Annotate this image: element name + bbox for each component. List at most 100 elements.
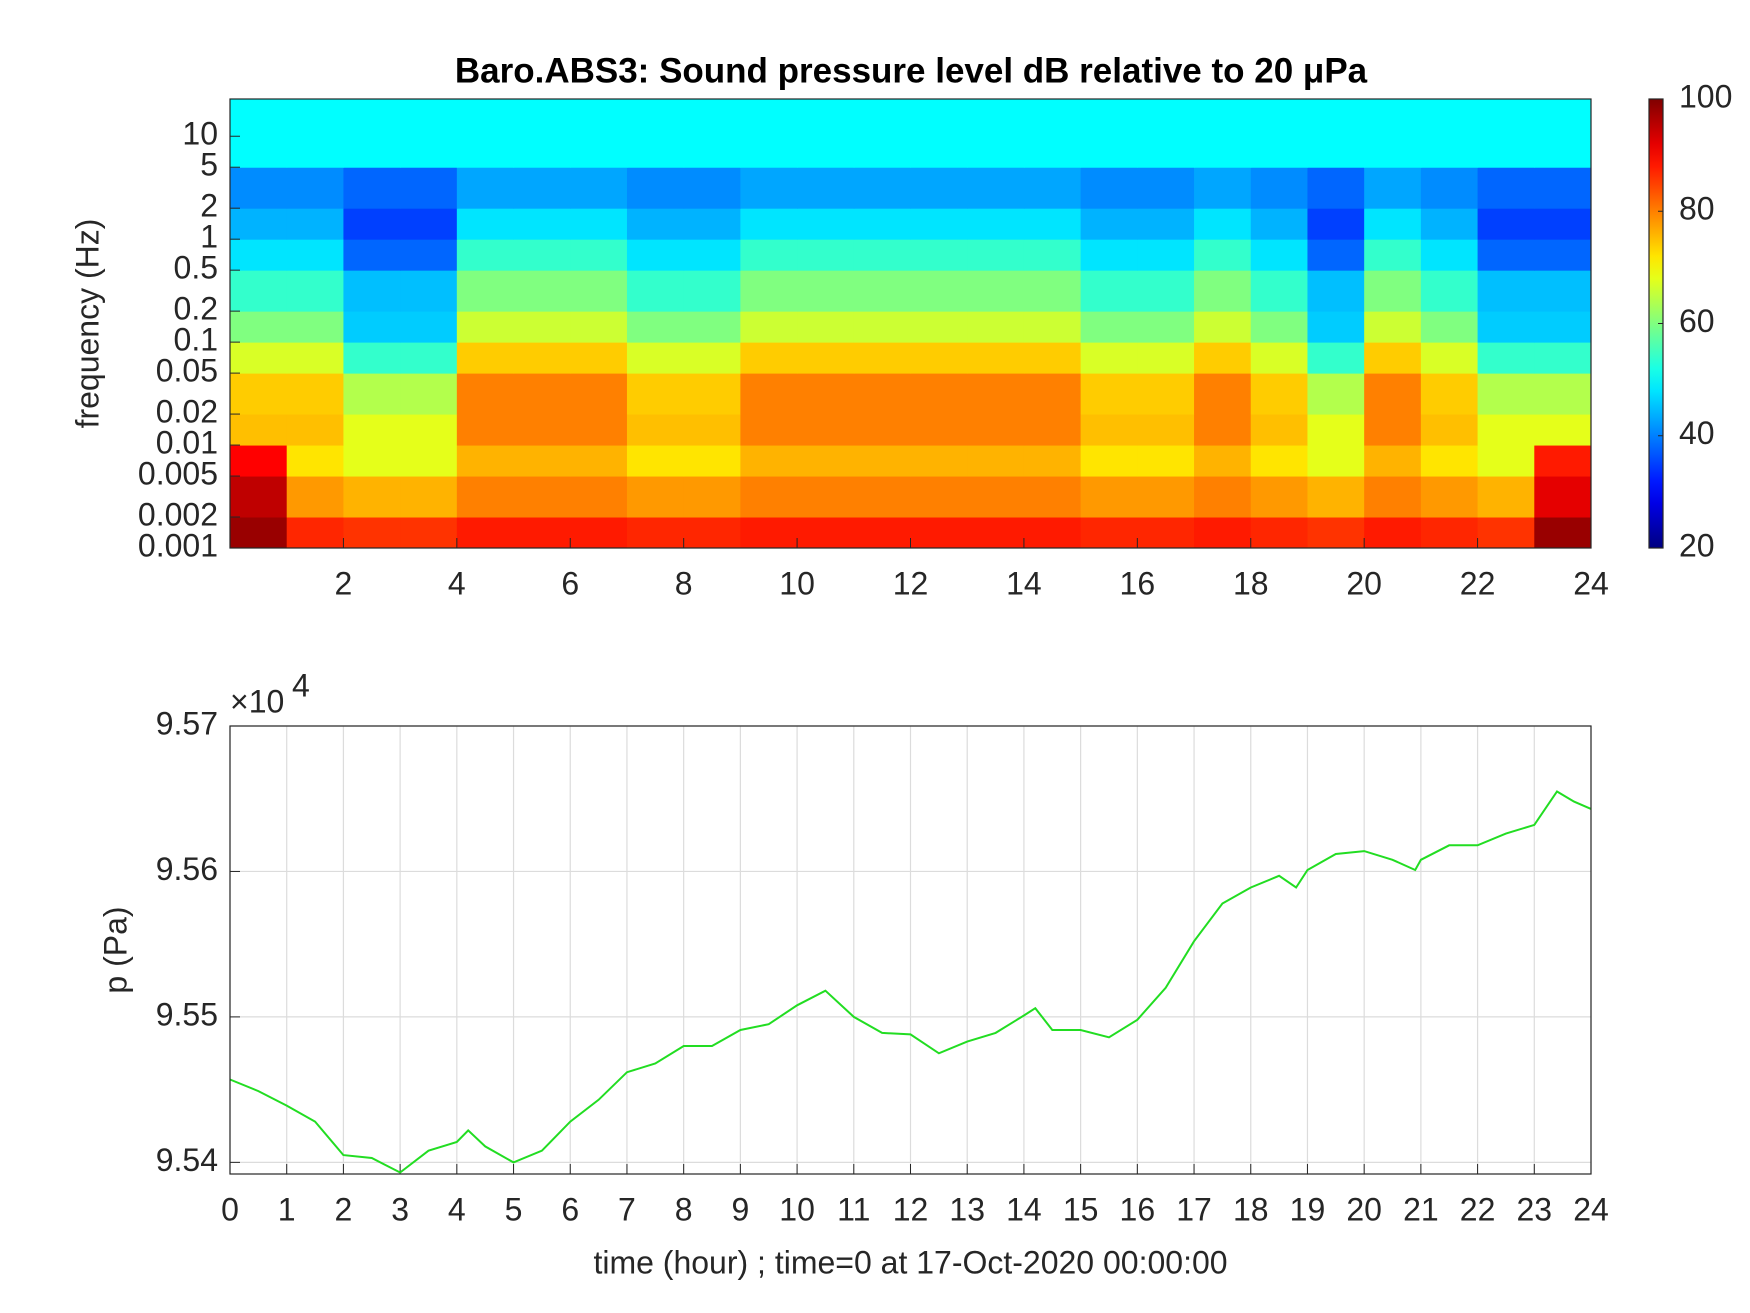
y-axis-label: frequency (Hz)	[69, 219, 105, 429]
heat-cell	[910, 445, 968, 477]
heat-cell	[1364, 167, 1422, 209]
heat-cell	[1137, 517, 1195, 549]
heat-cell	[400, 99, 458, 168]
x-tick-label: 5	[505, 1191, 523, 1227]
heat-cell	[797, 208, 855, 240]
heat-cell	[797, 414, 855, 446]
heat-cell	[286, 476, 344, 518]
y-tick-label: 2	[200, 188, 218, 224]
heat-cell	[910, 476, 968, 518]
heat-cell	[1194, 208, 1252, 240]
heat-cell	[740, 311, 798, 343]
heat-cell	[1023, 373, 1082, 415]
y-tick-label: 0.005	[138, 456, 218, 492]
x-tick-label: 21	[1403, 1191, 1439, 1227]
heat-cell	[853, 476, 911, 518]
heat-cell	[967, 517, 1025, 549]
heat-cell	[1420, 208, 1479, 240]
heat-cell	[1250, 373, 1308, 415]
heat-cell	[1250, 342, 1308, 374]
heat-cell	[1420, 270, 1479, 312]
heat-cell	[1477, 239, 1535, 271]
heat-cell	[740, 342, 798, 374]
heat-cell	[1307, 239, 1365, 271]
heat-cell	[740, 414, 798, 446]
heat-cell	[1023, 239, 1082, 271]
heat-cell	[1194, 167, 1252, 209]
heat-cell	[286, 167, 344, 209]
heat-cell	[1420, 167, 1479, 209]
heat-cell	[513, 311, 571, 343]
heat-cell	[853, 239, 911, 271]
heat-cell	[230, 445, 288, 477]
heat-cell	[967, 99, 1025, 168]
heat-cell	[400, 517, 458, 549]
y-tick-label: 0.002	[138, 496, 218, 532]
heat-cell	[1534, 311, 1592, 343]
heat-cell	[1137, 373, 1195, 415]
heat-cell	[286, 517, 344, 549]
x-tick-label: 18	[1233, 565, 1269, 601]
x-tick-label: 15	[1063, 1191, 1099, 1227]
heat-cell	[513, 342, 571, 374]
y-tick-label: 0.5	[174, 250, 218, 286]
heat-cell	[1080, 270, 1138, 312]
heat-cell	[1023, 167, 1082, 209]
heat-cell	[683, 239, 741, 271]
heat-cell	[683, 99, 741, 168]
heat-cell	[1194, 311, 1252, 343]
x-tick-label: 17	[1176, 1191, 1212, 1227]
heat-cell	[456, 208, 515, 240]
heat-cell	[400, 270, 458, 312]
heat-cell	[1023, 99, 1082, 168]
heat-cell	[230, 342, 288, 374]
heat-cell	[400, 311, 458, 343]
x-tick-label: 4	[448, 1191, 466, 1227]
heat-cell	[456, 373, 515, 415]
heat-cell	[1420, 414, 1479, 446]
heat-cell	[910, 208, 968, 240]
heat-cell	[910, 311, 968, 343]
heat-cell	[967, 311, 1025, 343]
heat-cell	[1307, 270, 1365, 312]
heat-cell	[1250, 311, 1308, 343]
heat-cell	[797, 167, 855, 209]
heat-cell	[910, 167, 968, 209]
heat-cell	[797, 270, 855, 312]
heat-cell	[343, 373, 401, 415]
heat-cell	[456, 167, 515, 209]
heat-cell	[513, 373, 571, 415]
heat-cell	[230, 373, 288, 415]
heat-cell	[513, 167, 571, 209]
heat-cell	[570, 270, 628, 312]
y-tick-label: 9.57	[156, 705, 218, 741]
x-tick-label: 6	[561, 1191, 579, 1227]
y-multiplier-exponent: 4	[292, 667, 310, 703]
heat-cell	[570, 476, 628, 518]
heat-cell	[230, 270, 288, 312]
y-tick-label: 9.55	[156, 996, 218, 1032]
heat-cell	[853, 342, 911, 374]
heat-cell	[1194, 239, 1252, 271]
heat-cell	[797, 311, 855, 343]
y-tick-label: 1	[200, 219, 218, 255]
heat-cell	[1307, 373, 1365, 415]
x-tick-label: 9	[731, 1191, 749, 1227]
heat-cell	[626, 99, 685, 168]
heat-cell	[1364, 311, 1422, 343]
heat-cell	[1080, 167, 1138, 209]
heat-cell	[740, 373, 798, 415]
x-tick-label: 1	[278, 1191, 296, 1227]
heat-cell	[570, 373, 628, 415]
heat-cell	[797, 517, 855, 549]
heat-cell	[343, 99, 401, 168]
y-tick-label: 0.01	[156, 425, 218, 461]
x-tick-label: 2	[335, 1191, 353, 1227]
heat-cell	[740, 167, 798, 209]
heat-cell	[570, 167, 628, 209]
heat-cell	[343, 311, 401, 343]
heat-cell	[967, 239, 1025, 271]
data-line	[229, 790, 1592, 1174]
heat-cell	[1364, 414, 1422, 446]
heat-cell	[286, 445, 344, 477]
